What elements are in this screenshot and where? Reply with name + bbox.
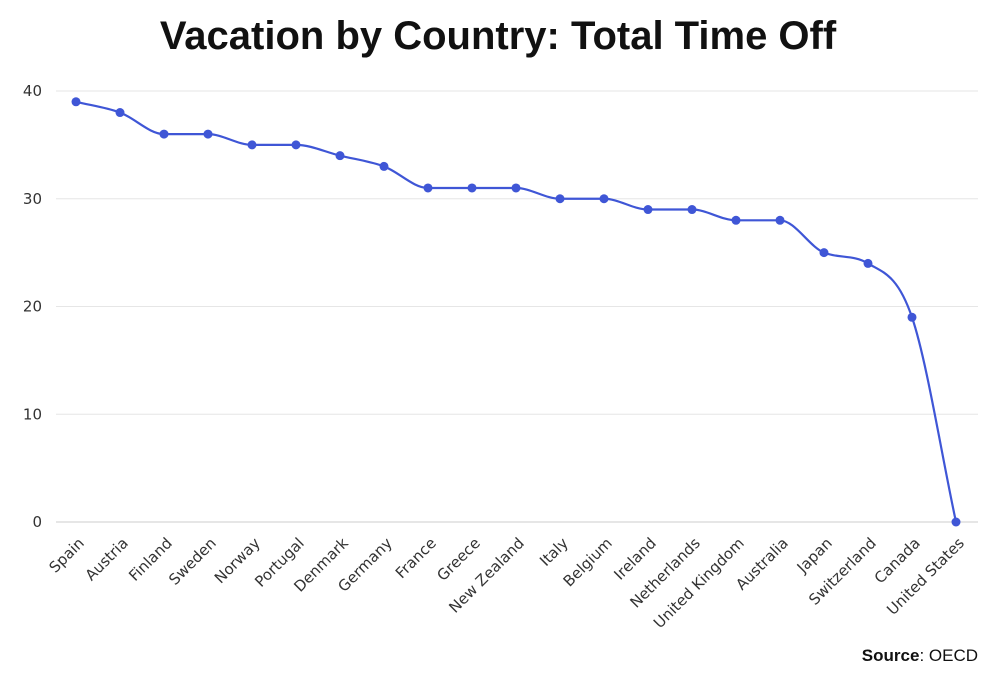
- series-line-layer: [75, 100, 958, 523]
- data-point: [467, 183, 477, 193]
- data-point: [951, 517, 961, 527]
- data-point: [731, 215, 741, 225]
- x-tick-label: France: [392, 534, 440, 582]
- data-point: [71, 97, 81, 107]
- data-point: [423, 183, 433, 193]
- gridlines: [56, 90, 978, 415]
- chart-title: Vacation by Country: Total Time Off: [159, 14, 837, 58]
- x-tick-label: Spain: [45, 534, 87, 576]
- x-tick-label: Sweden: [165, 534, 220, 589]
- data-point: [159, 129, 169, 139]
- data-point: [819, 248, 829, 258]
- data-point: [379, 161, 389, 171]
- source-label: Source: [861, 646, 920, 665]
- y-tick-label: 30: [23, 190, 42, 208]
- data-point: [907, 312, 917, 322]
- data-point: [599, 194, 609, 204]
- x-axis-ticks: SpainAustriaFinlandSwedenNorwayPortugalD…: [45, 534, 967, 632]
- y-tick-label: 10: [23, 405, 42, 423]
- y-tick-label: 40: [23, 82, 42, 100]
- data-point: [687, 205, 697, 215]
- x-tick-label: Austria: [82, 534, 132, 584]
- data-point: [203, 129, 213, 139]
- data-point: [555, 194, 565, 204]
- y-tick-label: 0: [32, 513, 42, 531]
- source-value: : OECD: [919, 646, 978, 665]
- data-point: [291, 140, 301, 150]
- data-points: [71, 97, 961, 527]
- data-point: [643, 205, 653, 215]
- series-line: [75, 100, 958, 523]
- data-point: [247, 140, 257, 150]
- x-tick-label: Belgium: [560, 534, 616, 590]
- x-tick-label: United States: [883, 534, 968, 619]
- x-tick-label: Italy: [536, 534, 572, 570]
- data-point: [775, 215, 785, 225]
- data-point: [511, 183, 521, 193]
- data-point: [863, 258, 873, 268]
- data-point: [335, 151, 345, 161]
- y-axis-ticks: 0 10 20 30 40: [23, 82, 42, 531]
- y-tick-label: 20: [23, 298, 42, 316]
- source-note: Source: OECD: [862, 646, 978, 666]
- data-point: [115, 108, 125, 118]
